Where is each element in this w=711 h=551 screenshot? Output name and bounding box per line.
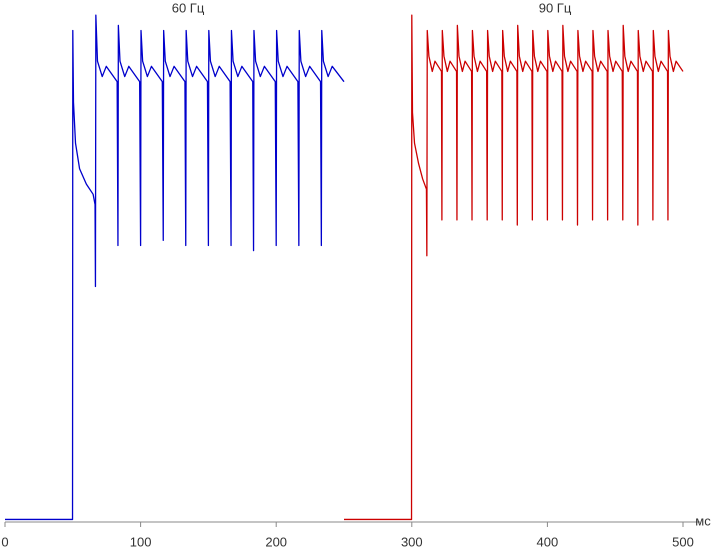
series-label: 60 Гц [172,0,205,15]
series-line [5,14,345,521]
x-axis-label: мс [695,513,711,528]
x-tick-label: 400 [537,534,559,549]
x-tick-label: 200 [265,534,287,549]
x-tick-label: 0 [1,534,8,549]
series-label: 90 Гц [539,0,572,15]
series-line [344,14,684,521]
x-tick-label: 500 [672,534,694,549]
x-tick-label: 100 [130,534,152,549]
x-tick-label: 300 [401,534,423,549]
